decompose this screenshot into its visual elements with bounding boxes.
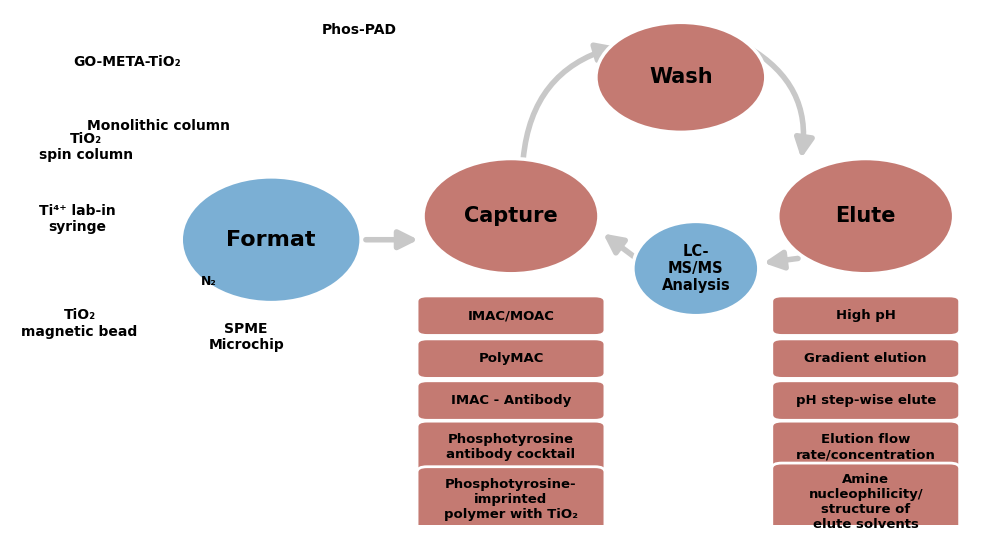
FancyBboxPatch shape [772,421,960,473]
Text: TiO₂
magnetic bead: TiO₂ magnetic bead [21,308,137,339]
Text: GO-META-TiO₂: GO-META-TiO₂ [73,55,181,69]
FancyBboxPatch shape [772,463,960,537]
FancyBboxPatch shape [417,339,605,379]
FancyBboxPatch shape [772,296,960,336]
FancyBboxPatch shape [417,296,605,336]
Text: Capture: Capture [464,206,558,226]
FancyBboxPatch shape [772,381,960,420]
FancyBboxPatch shape [417,467,605,531]
FancyBboxPatch shape [772,339,960,379]
Text: Wash: Wash [649,67,712,88]
Text: Phosphotyrosine
antibody cocktail: Phosphotyrosine antibody cocktail [447,433,575,461]
Ellipse shape [778,158,954,274]
Text: Elute: Elute [836,206,896,226]
Text: pH step-wise elute: pH step-wise elute [796,394,936,407]
Text: IMAC/MOAC: IMAC/MOAC [468,309,554,322]
Text: N₂: N₂ [201,275,217,288]
Text: Gradient elution: Gradient elution [805,352,927,365]
Text: Elution flow
rate/concentration: Elution flow rate/concentration [796,433,936,461]
Text: SPME
Microchip: SPME Microchip [208,322,285,352]
FancyBboxPatch shape [417,421,605,473]
Text: Phos-PAD: Phos-PAD [322,23,397,37]
Text: Phosphotyrosine-
imprinted
polymer with TiO₂: Phosphotyrosine- imprinted polymer with … [444,477,578,520]
FancyBboxPatch shape [417,381,605,420]
Ellipse shape [596,23,766,132]
Text: Format: Format [226,230,316,250]
Text: Amine
nucleophilicity/
structure of
elute solvents: Amine nucleophilicity/ structure of elut… [809,473,923,531]
Ellipse shape [423,158,599,274]
Text: Monolithic column: Monolithic column [87,119,229,133]
Ellipse shape [181,177,361,302]
Ellipse shape [633,221,759,316]
Text: High pH: High pH [836,309,896,322]
Text: IMAC - Antibody: IMAC - Antibody [451,394,571,407]
Text: LC-
MS/MS
Analysis: LC- MS/MS Analysis [661,244,730,293]
Text: PolyMAC: PolyMAC [478,352,544,365]
Text: Ti⁴⁺ lab-in
syringe: Ti⁴⁺ lab-in syringe [39,204,116,234]
Text: TiO₂
spin column: TiO₂ spin column [39,132,133,162]
